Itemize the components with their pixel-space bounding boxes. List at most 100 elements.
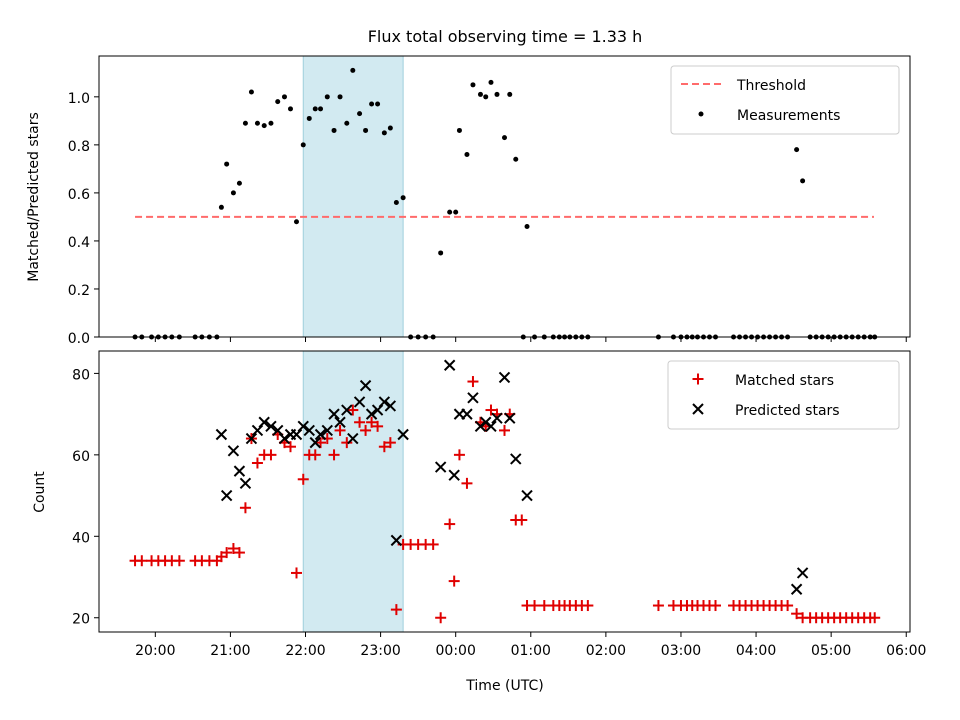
measurement-point bbox=[507, 91, 513, 97]
matched-star-point bbox=[354, 416, 366, 428]
measurement-point bbox=[447, 209, 453, 215]
y-tick-label: 0.2 bbox=[68, 283, 90, 299]
count-panel: 20 40 60 80 20:00 21:00 22:00 23:00 00:00 01:00 0… bbox=[32, 350, 926, 694]
matched-star-point bbox=[384, 437, 396, 449]
matched-legend-swatch bbox=[692, 373, 704, 385]
measurement-point bbox=[281, 94, 287, 100]
matched-star-point bbox=[347, 404, 359, 416]
predicted-star-point bbox=[341, 404, 353, 416]
predicted-star-point bbox=[384, 400, 397, 412]
matched-star-point bbox=[582, 600, 594, 612]
measurement-point bbox=[513, 156, 519, 162]
matched-star-point bbox=[251, 457, 263, 469]
measurement-point bbox=[387, 125, 393, 131]
matched-star-point bbox=[239, 502, 251, 514]
matched-star-point bbox=[461, 477, 473, 489]
matched-star-point bbox=[791, 608, 803, 620]
predicted-star-point bbox=[278, 432, 291, 445]
measurement-point bbox=[230, 190, 236, 196]
predicted-star-point bbox=[448, 469, 460, 481]
measurement-point bbox=[453, 209, 459, 215]
predicted-star-point bbox=[498, 371, 511, 384]
measurement-point bbox=[438, 250, 444, 256]
y-tick-label: 0.8 bbox=[68, 139, 90, 155]
measurement-point bbox=[248, 89, 254, 95]
x-tick-label: 20:00 bbox=[135, 643, 175, 659]
x-tick-label: 21:00 bbox=[210, 643, 250, 659]
ratio-panel-frame bbox=[98, 55, 911, 338]
matched-star-point bbox=[652, 600, 664, 612]
matched-star-point bbox=[444, 518, 456, 530]
matched-star-point bbox=[372, 420, 384, 432]
matched-star-point bbox=[290, 567, 302, 579]
ratio-panel: 0.0 0.2 0.4 0.6 0.8 1.0 Matched/Predicted sta… bbox=[26, 55, 911, 347]
measurements-legend-label: Measurements bbox=[737, 108, 840, 124]
measurement-point bbox=[393, 200, 399, 206]
predicted-star-point bbox=[434, 461, 447, 473]
x-tick-label: 02:00 bbox=[586, 643, 626, 659]
measurement-point bbox=[488, 79, 494, 85]
count-panel-frame bbox=[98, 350, 911, 633]
predicted-star-point bbox=[220, 489, 233, 502]
measurement-point bbox=[261, 123, 267, 129]
matched-star-point bbox=[427, 538, 439, 550]
predicted-star-point bbox=[359, 379, 372, 392]
measurement-point bbox=[242, 120, 248, 126]
x-tick-label: 04:00 bbox=[736, 643, 776, 659]
predicted-star-point bbox=[790, 583, 803, 595]
matched-star-point bbox=[334, 424, 346, 436]
predicted-star-point bbox=[227, 445, 240, 457]
matched-star-point bbox=[265, 449, 277, 461]
predicted-star-point bbox=[309, 436, 321, 449]
measurement-point bbox=[312, 106, 318, 112]
count-panel-ylabel: Count bbox=[32, 471, 48, 513]
measurement-point bbox=[218, 204, 224, 210]
measurement-point bbox=[331, 127, 337, 133]
predicted-star-point bbox=[521, 489, 533, 502]
x-tick-label: 06:00 bbox=[886, 643, 926, 659]
observing-window-span bbox=[302, 350, 404, 633]
matched-legend-label: Matched stars bbox=[735, 373, 834, 389]
matched-star-point bbox=[284, 441, 296, 453]
predicted-legend-label: Predicted stars bbox=[735, 403, 840, 419]
measurement-point bbox=[794, 147, 800, 153]
predicted-star-point bbox=[215, 428, 228, 441]
predicted-star-point bbox=[328, 408, 340, 420]
matched-star-point bbox=[467, 376, 479, 388]
predicted-star-point bbox=[303, 424, 315, 437]
x-tick-label: 03:00 bbox=[661, 643, 701, 659]
ratio-legend-box bbox=[670, 65, 900, 135]
predicted-star-point bbox=[443, 359, 456, 371]
matched-star-point bbox=[341, 437, 353, 449]
matched-star-point bbox=[297, 473, 309, 485]
predicted-star-point bbox=[796, 567, 809, 579]
matched-star-point bbox=[499, 424, 510, 436]
matched-star-point bbox=[529, 600, 541, 612]
measurement-point bbox=[381, 130, 387, 136]
matched-star-point bbox=[782, 600, 794, 612]
measurement-point bbox=[375, 101, 381, 107]
measurement-point bbox=[400, 195, 406, 201]
threshold-legend-label: Threshold bbox=[736, 78, 806, 94]
predicted-star-point bbox=[233, 465, 246, 477]
x-tick-label: 22:00 bbox=[285, 643, 325, 659]
matched-star-point bbox=[485, 404, 497, 416]
measurement-point bbox=[287, 106, 293, 112]
matched-star-point bbox=[448, 575, 460, 587]
figure-title: Flux total observing time = 1.33 h bbox=[368, 27, 643, 46]
y-tick-label: 40 bbox=[72, 530, 90, 546]
ratio-legend: Threshold Measurements bbox=[670, 65, 900, 135]
predicted-star-point bbox=[397, 428, 409, 441]
measurement-point bbox=[456, 127, 462, 133]
predicted-star-point bbox=[510, 453, 522, 465]
predicted-star-point bbox=[258, 416, 270, 428]
matched-star-point bbox=[390, 604, 402, 616]
predicted-star-point bbox=[461, 408, 473, 420]
measurement-point bbox=[300, 142, 306, 148]
x-tick-label: 01:00 bbox=[511, 643, 551, 659]
predicted-star-point bbox=[365, 408, 378, 420]
predicted-star-point bbox=[485, 420, 497, 433]
observing-window-span bbox=[302, 55, 404, 338]
count-legend: Matched stars Predicted stars bbox=[667, 360, 900, 430]
